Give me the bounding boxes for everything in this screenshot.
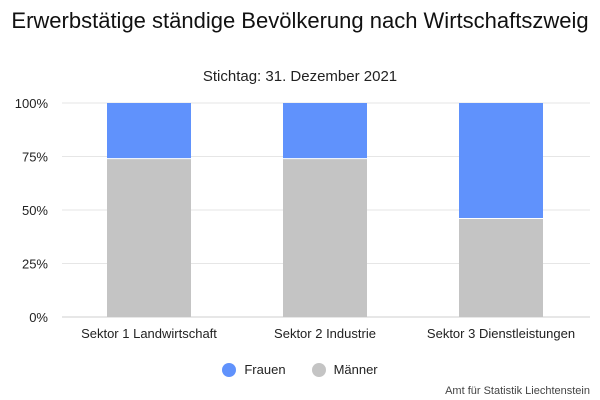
bar-maenner-3 (459, 218, 543, 317)
x-tick-label-2: Sektor 2 Industrie (274, 326, 376, 341)
bar-frauen-3 (459, 103, 543, 219)
legend-item-frauen[interactable]: Frauen (222, 362, 286, 377)
source-credit: Amt für Statistik Liechtenstein (445, 385, 590, 397)
chart-title: Erwerbstätige ständige Bevölkerung nach … (11, 8, 589, 33)
legend-label-maenner: Männer (333, 362, 378, 377)
chart-subtitle: Stichtag: 31. Dezember 2021 (202, 68, 398, 85)
bar-maenner-1 (107, 158, 191, 317)
bar-maenner-2 (283, 158, 367, 317)
bar-frauen-2 (283, 103, 367, 159)
bar-frauen-1 (107, 103, 191, 159)
x-tick-label-3: Sektor 3 Dienstleistungen (427, 326, 575, 341)
legend-swatch-frauen (222, 362, 237, 377)
legend: Frauen Männer (0, 362, 600, 377)
legend-label-frauen: Frauen (244, 362, 286, 377)
y-tick-label-100: 100% (15, 96, 49, 111)
y-tick-label-50: 50% (22, 203, 48, 218)
y-tick-label-25: 25% (22, 257, 48, 272)
y-tick-label-75: 75% (22, 150, 48, 165)
y-tick-label-0: 0% (29, 310, 48, 325)
legend-item-maenner[interactable]: Männer (311, 362, 378, 377)
x-tick-label-1: Sektor 1 Landwirtschaft (81, 326, 217, 341)
legend-swatch-maenner (311, 362, 326, 377)
